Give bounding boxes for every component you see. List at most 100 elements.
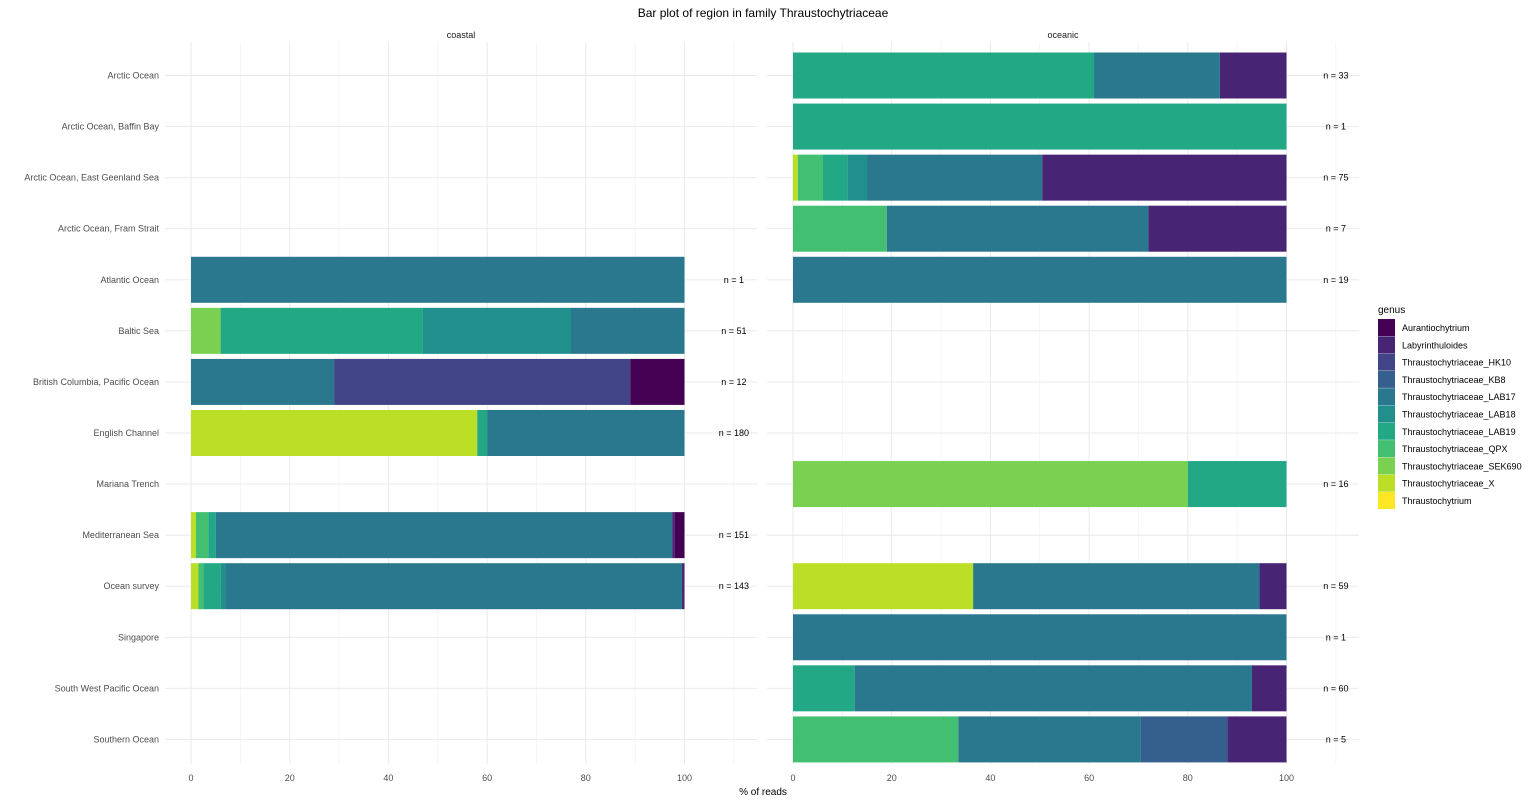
- x-tick-label: 80: [581, 773, 591, 783]
- legend-swatch-thraustochytriaceae-hk10: [1378, 353, 1395, 371]
- legend-title: genus: [1378, 305, 1405, 316]
- y-tick-label: English Channel: [93, 428, 159, 438]
- bar-segment-thraustochytriaceae-lab18: [847, 154, 868, 201]
- bar-segment-thraustochytriaceae-lab17: [1094, 52, 1220, 99]
- bar-segment-thraustochytriaceae-lab17: [191, 358, 335, 405]
- bar-segment-thraustochytriaceae-lab17: [225, 563, 683, 610]
- bar-segment-thraustochytriaceae-qpx: [793, 716, 959, 763]
- n-count-label: n = 51: [721, 326, 746, 336]
- y-tick-label: Mariana Trench: [96, 479, 159, 489]
- legend-label-thraustochytriaceae-x: Thraustochytriaceae_X: [1402, 479, 1495, 489]
- y-tick-label: Arctic Ocean, Baffin Bay: [62, 122, 160, 132]
- bar-segment-thraustochytriaceae-lab19: [793, 52, 1095, 99]
- legend: Aurantiochytrium Labyrinthuloides Thrausto…: [1378, 319, 1522, 509]
- bar-segment-labyrinthuloides: [672, 512, 675, 559]
- legend-swatch-aurantiochytrium: [1378, 319, 1395, 336]
- legend-label-thraustochytrium: Thraustochytrium: [1402, 496, 1472, 506]
- y-tick-label: British Columbia, Pacific Ocean: [33, 377, 159, 387]
- bar-segment-thraustochytriaceae-x: [793, 563, 974, 610]
- bar-segment-thraustochytriaceae-lab17: [886, 205, 1149, 252]
- bar-segment-aurantiochytrium: [674, 512, 685, 559]
- y-tick-label: Ocean survey: [103, 581, 159, 591]
- chart-title: Bar plot of region in family Thraustochy…: [638, 6, 889, 20]
- bar-segment-thraustochytriaceae-qpx: [195, 512, 209, 559]
- bar-segment-labyrinthuloides: [1227, 716, 1287, 763]
- bar-segment-thraustochytriaceae-lab17: [867, 154, 1043, 201]
- legend-label-thraustochytriaceae-lab18: Thraustochytriaceae_LAB18: [1402, 410, 1516, 420]
- legend-swatch-thraustochytriaceae-lab19: [1378, 422, 1395, 440]
- legend-label-thraustochytriaceae-qpx: Thraustochytriaceae_QPX: [1402, 444, 1508, 454]
- legend-swatch-labyrinthuloides: [1378, 336, 1395, 354]
- bar-segment-thraustochytriaceae-sek690: [793, 461, 1188, 508]
- bar-segment-thraustochytriaceae-lab17: [191, 256, 685, 303]
- n-count-label: n = 59: [1323, 581, 1348, 591]
- y-tick-label: Baltic Sea: [118, 326, 159, 336]
- legend-label-thraustochytriaceae-lab19: Thraustochytriaceae_LAB19: [1402, 427, 1516, 437]
- legend-swatch-thraustochytrium: [1378, 492, 1395, 509]
- legend-swatch-thraustochytriaceae-x: [1378, 474, 1395, 492]
- legend-swatch-thraustochytriaceae-qpx: [1378, 440, 1395, 458]
- n-count-label: n = 16: [1323, 479, 1348, 489]
- bar-segment-thraustochytriaceae-lab19: [208, 512, 216, 559]
- n-count-label: n = 75: [1323, 173, 1348, 183]
- x-tick-label: 100: [1279, 773, 1294, 783]
- bar-segment-thraustochytriaceae-hk10: [334, 358, 631, 405]
- x-tick-label: 0: [790, 773, 795, 783]
- bar-segment-labyrinthuloides: [1219, 52, 1287, 99]
- bar-segment-thraustochytriaceae-kb8: [1140, 716, 1228, 763]
- bar-segment-thraustochytriaceae-x: [793, 154, 798, 201]
- y-tick-label: South West Pacific Ocean: [55, 683, 159, 693]
- legend-label-thraustochytriaceae-lab17: Thraustochytriaceae_LAB17: [1402, 392, 1516, 402]
- x-tick-label: 20: [285, 773, 295, 783]
- legend-swatch-thraustochytriaceae-lab18: [1378, 405, 1395, 423]
- legend-label-labyrinthuloides: Labyrinthuloides: [1402, 340, 1468, 350]
- x-tick-label: 0: [188, 773, 193, 783]
- bar-segment-thraustochytriaceae-lab17: [973, 563, 1260, 610]
- bar-segment-thraustochytriaceae-lab17: [215, 512, 673, 559]
- y-tick-label: Singapore: [118, 632, 159, 642]
- bar-segment-thraustochytriaceae-lab18: [422, 307, 571, 354]
- y-tick-label: Arctic Ocean, East Geenland Sea: [24, 173, 159, 183]
- x-axis-title: % of reads: [739, 787, 787, 798]
- bar-segment-labyrinthuloides: [1042, 154, 1287, 201]
- bar-segment-thraustochytriaceae-qpx: [797, 154, 823, 201]
- bar-segment-thraustochytriaceae-sek690: [191, 307, 221, 354]
- n-count-label: n = 60: [1323, 683, 1348, 693]
- x-tick-label: 60: [1084, 773, 1094, 783]
- y-tick-label: Atlantic Ocean: [100, 275, 159, 285]
- facet-label-coastal: coastal: [447, 30, 476, 40]
- x-tick-label: 100: [677, 773, 692, 783]
- bar-segment-thraustochytriaceae-lab17: [854, 665, 1252, 712]
- legend-label-thraustochytriaceae-sek690: Thraustochytriaceae_SEK690: [1402, 461, 1522, 471]
- n-count-label: n = 180: [719, 428, 749, 438]
- n-count-label: n = 7: [1326, 224, 1346, 234]
- n-count-label: n = 143: [719, 581, 749, 591]
- n-count-label: n = 33: [1323, 71, 1348, 81]
- bar-segment-labyrinthuloides: [1148, 205, 1287, 252]
- bar-segment-thraustochytriaceae-lab19: [822, 154, 848, 201]
- bar-segment-thraustochytriaceae-lab19: [203, 563, 221, 610]
- bar-segment-thraustochytriaceae-lab17: [958, 716, 1141, 763]
- bar-segment-thraustochytriaceae-x: [191, 563, 199, 610]
- x-tick-label: 40: [383, 773, 393, 783]
- legend-label-aurantiochytrium: Aurantiochytrium: [1402, 323, 1470, 333]
- legend-swatch-thraustochytriaceae-sek690: [1378, 457, 1395, 475]
- bar-segment-labyrinthuloides: [682, 563, 685, 610]
- legend-label-thraustochytriaceae-hk10: Thraustochytriaceae_HK10: [1402, 358, 1511, 368]
- bar-segment-labyrinthuloides: [1259, 563, 1287, 610]
- n-count-label: n = 5: [1326, 734, 1346, 744]
- x-tick-label: 20: [887, 773, 897, 783]
- bar-segment-thraustochytriaceae-qpx: [198, 563, 204, 610]
- n-count-label: n = 1: [1326, 632, 1346, 642]
- bar-segment-thraustochytriaceae-lab17: [793, 614, 1287, 661]
- n-count-label: n = 1: [1326, 122, 1346, 132]
- y-tick-label: Mediterranean Sea: [82, 530, 159, 540]
- bar-segment-thraustochytriaceae-lab18: [220, 563, 226, 610]
- legend-label-thraustochytriaceae-kb8: Thraustochytriaceae_KB8: [1402, 375, 1506, 385]
- bar-segment-thraustochytriaceae-qpx: [793, 205, 887, 252]
- n-count-label: n = 12: [721, 377, 746, 387]
- bar-segment-thraustochytriaceae-lab17: [570, 307, 685, 354]
- y-tick-label: Arctic Ocean, Fram Strait: [58, 224, 160, 234]
- n-count-label: n = 151: [719, 530, 749, 540]
